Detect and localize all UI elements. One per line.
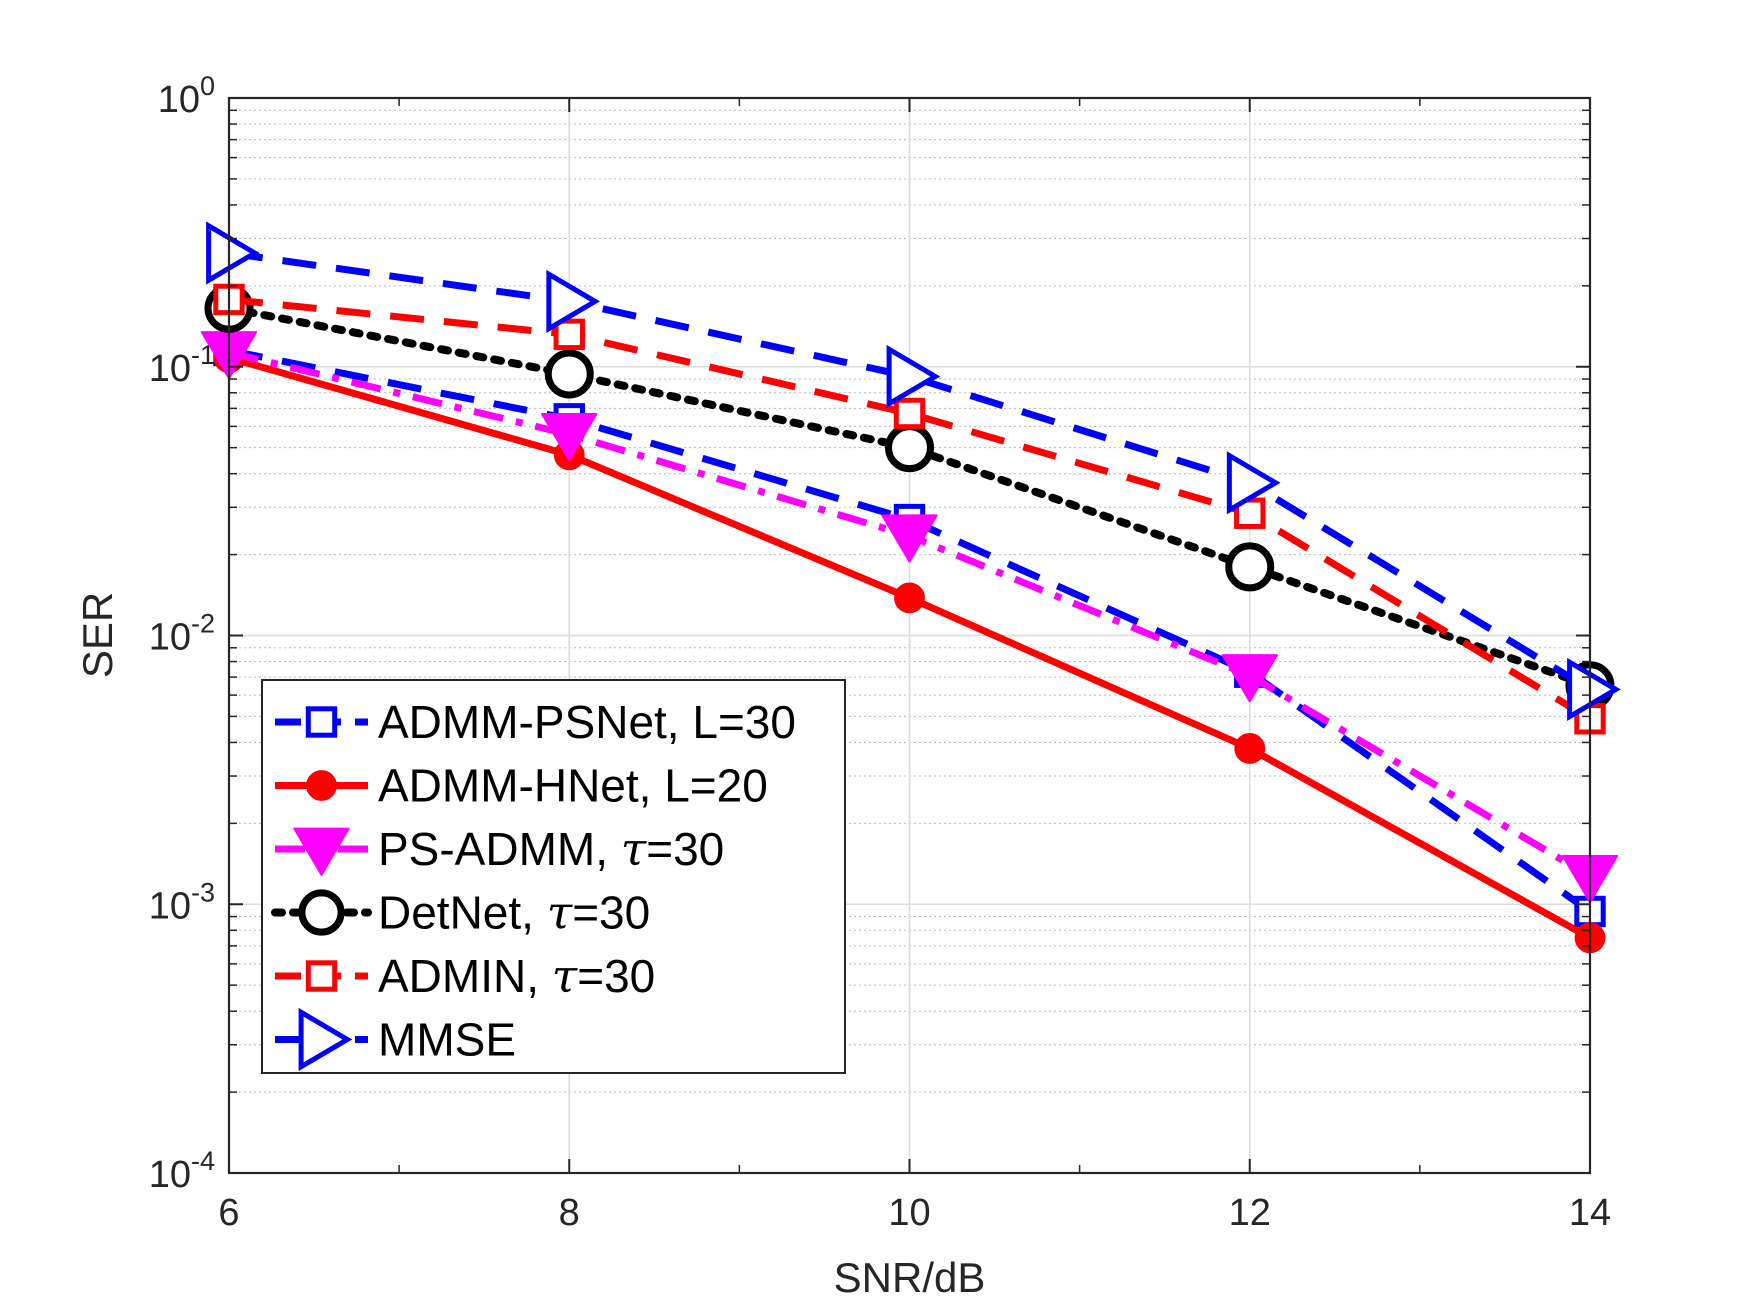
legend-label: DetNet, τ=30 (378, 886, 650, 940)
series-3 (204, 283, 1615, 711)
legend: ADMM-PSNet, L=30 ADMM-HNet, L=20 PS-ADMM, … (261, 679, 846, 1074)
y-tick-label: 10-4 (149, 1146, 215, 1196)
legend-marker (298, 1007, 353, 1072)
series-5 (206, 221, 1621, 721)
legend-marker (306, 770, 337, 801)
y-axis-label: SER (74, 592, 121, 678)
series-layer (200, 221, 1621, 954)
data-point (544, 349, 594, 399)
x-tick-label: 10 (888, 1192, 930, 1234)
x-axis-label: SNR/dB (834, 1254, 986, 1301)
legend-label: ADMM-HNet, L=20 (378, 760, 768, 812)
legend-label: ADMM-PSNet, L=30 (378, 696, 796, 748)
data-point (546, 269, 601, 334)
series-line (228, 249, 1592, 693)
series-line (228, 347, 1593, 915)
data-point (553, 318, 585, 351)
y-tick-label: 10-1 (149, 340, 215, 390)
axis-ticks: 6 8 10 12 14 100 10-1 10-2 10-3 10-4 (149, 71, 1611, 1234)
x-tick-label: 14 (1569, 1192, 1611, 1234)
y-tick-label: 100 (158, 71, 215, 121)
data-point (894, 582, 925, 614)
legend-entry: ADMIN, τ=30 (275, 949, 655, 1003)
legend-label: ADMIN, τ=30 (378, 949, 655, 1003)
data-point (1226, 451, 1281, 515)
x-tick-label: 6 (218, 1192, 239, 1234)
legend-marker (305, 706, 338, 738)
legend-entry: PS-ADMM, τ=30 (275, 822, 724, 876)
legend-entry: DetNet, τ=30 (271, 886, 650, 940)
data-point (886, 344, 941, 409)
legend-entry: MMSE (275, 1007, 516, 1072)
data-point (1221, 654, 1278, 703)
data-point (206, 221, 260, 285)
data-point (1225, 542, 1275, 592)
y-tick-label: 10-3 (149, 877, 215, 927)
legend-label: PS-ADMM, τ=30 (378, 822, 724, 876)
data-point (893, 397, 926, 430)
series-line (228, 295, 1592, 722)
data-point (541, 413, 598, 462)
x-tick-label: 12 (1229, 1192, 1271, 1234)
data-point (1567, 657, 1621, 721)
data-point (885, 423, 934, 473)
data-point (881, 514, 938, 563)
legend-marker (293, 827, 350, 876)
legend-box (261, 679, 846, 1074)
data-point (1234, 733, 1266, 764)
legend-entry: ADMM-HNet, L=20 (275, 760, 768, 812)
legend-marker (298, 889, 345, 936)
legend-entry: ADMM-PSNet, L=30 (275, 696, 796, 748)
legend-label: MMSE (378, 1014, 516, 1066)
y-tick-label: 10-2 (149, 609, 215, 659)
x-tick-label: 8 (559, 1192, 580, 1234)
legend-marker (305, 960, 338, 992)
